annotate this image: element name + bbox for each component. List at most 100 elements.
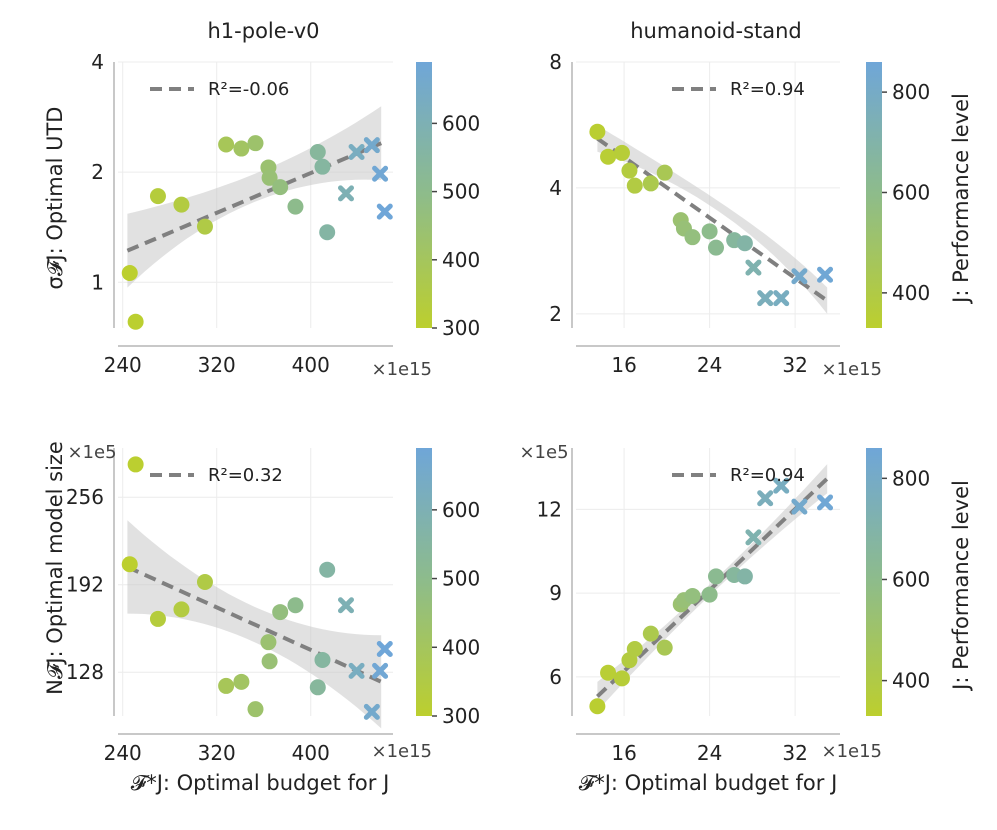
data-point-12 xyxy=(287,198,304,215)
x-tick-label: 32 xyxy=(782,353,807,377)
y-tick-label: 9 xyxy=(549,581,562,605)
y-tick-label: 2 xyxy=(91,160,104,184)
data-point-14 xyxy=(314,158,331,175)
x-axis-label-right: 𝓕*J: Optimal budget for J xyxy=(579,771,838,795)
colorbar-tick-label: 800 xyxy=(892,466,930,490)
chart-panel-1: 240 320 400 1 2 4 ×1e15 h1-pole-v0 R²=-0.06 300 40… xyxy=(91,19,480,380)
data-point-10 xyxy=(684,229,701,246)
colorbar-tick-label: 400 xyxy=(892,669,930,693)
y-tick-label: 4 xyxy=(91,50,104,74)
colorbar xyxy=(866,62,882,328)
legend-label: R²=0.94 xyxy=(730,465,805,486)
x-tick-label: 24 xyxy=(697,741,722,765)
legend-label: R²=-0.06 xyxy=(208,79,289,100)
data-point-2 xyxy=(127,313,144,330)
data-point-9 xyxy=(260,634,277,651)
data-point-6 xyxy=(642,625,659,642)
x-multiplier: ×1e15 xyxy=(371,741,432,762)
data-point-14 xyxy=(736,235,753,252)
data-point-16 xyxy=(337,185,354,202)
data-point-7 xyxy=(656,164,673,181)
x-tick-label: 320 xyxy=(198,741,236,765)
colorbar-tick-label: 400 xyxy=(442,635,480,659)
colorbar-label-top: J: Performance level xyxy=(949,93,973,305)
colorbar-tick-label: 400 xyxy=(442,248,480,272)
data-point-12 xyxy=(708,239,725,256)
colorbar-tick-label: 600 xyxy=(892,567,930,591)
data-point-5 xyxy=(196,218,213,235)
data-point-16 xyxy=(757,290,774,307)
data-point-11 xyxy=(701,223,718,240)
data-point-8 xyxy=(247,701,264,718)
data-point-2 xyxy=(600,148,617,165)
x-tick-label: 32 xyxy=(782,741,807,765)
data-point-13 xyxy=(309,679,326,696)
y-tick-label: 256 xyxy=(66,485,104,509)
chart-title: h1-pole-v0 xyxy=(208,19,320,43)
data-point-10 xyxy=(684,587,701,604)
x-multiplier: ×1e15 xyxy=(821,741,882,762)
x-tick-label: 400 xyxy=(292,741,330,765)
x-multiplier: ×1e15 xyxy=(371,359,432,380)
chart-panel-4: 16 24 32 6 9 12 ×1e15 ×1e5 R²=0.94 400 600 800 xyxy=(519,442,930,765)
colorbar-tick-label: 600 xyxy=(892,180,930,204)
data-point-18 xyxy=(791,268,808,285)
x-tick-label: 16 xyxy=(611,741,636,765)
colorbar-tick-label: 500 xyxy=(442,567,480,591)
y-multiplier: ×1e5 xyxy=(519,442,568,463)
fit-line xyxy=(126,565,383,684)
data-point-19 xyxy=(817,494,834,511)
data-point-15 xyxy=(319,224,336,241)
colorbar-label-bottom: J: Performance level xyxy=(949,480,973,692)
data-point-2 xyxy=(600,664,617,681)
data-point-18 xyxy=(363,137,380,154)
y-tick-label: 8 xyxy=(549,50,562,74)
data-point-11 xyxy=(272,604,289,621)
data-point-14 xyxy=(314,651,331,668)
data-point-5 xyxy=(626,177,643,194)
colorbar-tick-label: 300 xyxy=(442,316,480,340)
data-point-11 xyxy=(272,179,289,196)
data-point-10 xyxy=(261,169,278,186)
x-tick-label: 240 xyxy=(104,353,142,377)
y-tick-label: 6 xyxy=(549,665,562,689)
x-multiplier: ×1e15 xyxy=(821,359,882,380)
data-point-19 xyxy=(372,662,389,679)
data-point-17 xyxy=(773,477,790,494)
data-point-16 xyxy=(757,490,774,507)
data-point-14 xyxy=(736,568,753,585)
y-tick-label: 12 xyxy=(537,497,562,521)
data-point-18 xyxy=(791,498,808,515)
data-point-15 xyxy=(745,259,762,276)
data-point-18 xyxy=(363,703,380,720)
colorbar-tick-label: 500 xyxy=(442,180,480,204)
data-point-3 xyxy=(149,188,166,205)
x-tick-label: 24 xyxy=(697,353,722,377)
y-tick-label: 128 xyxy=(66,660,104,684)
data-point-7 xyxy=(233,673,250,690)
data-point-17 xyxy=(773,290,790,307)
x-tick-label: 240 xyxy=(104,741,142,765)
data-point-20 xyxy=(376,203,393,220)
y-multiplier: ×1e5 xyxy=(67,442,116,463)
data-point-1 xyxy=(121,556,138,573)
confidence-band xyxy=(597,125,828,314)
data-point-7 xyxy=(233,140,250,157)
data-point-13 xyxy=(309,144,326,161)
chart-panel-2: 16 24 32248×1e15humanoid-standR²=0.9440060… xyxy=(549,19,930,380)
fit-line xyxy=(126,141,383,253)
data-point-4 xyxy=(173,196,190,213)
colorbar-tick-label: 600 xyxy=(442,111,480,135)
data-point-4 xyxy=(621,162,638,179)
data-point-6 xyxy=(218,677,235,694)
y-axis-label-top: σ𝓕J: Optimal UTD xyxy=(43,107,67,290)
data-point-2 xyxy=(127,456,144,473)
legend-label: R²=0.94 xyxy=(730,79,805,100)
data-point-19 xyxy=(372,165,389,182)
fit-line xyxy=(596,136,829,303)
data-point-12 xyxy=(287,597,304,614)
data-point-16 xyxy=(337,597,354,614)
colorbar xyxy=(416,62,432,328)
data-point-15 xyxy=(745,529,762,546)
legend-label: R²=0.32 xyxy=(208,465,283,486)
